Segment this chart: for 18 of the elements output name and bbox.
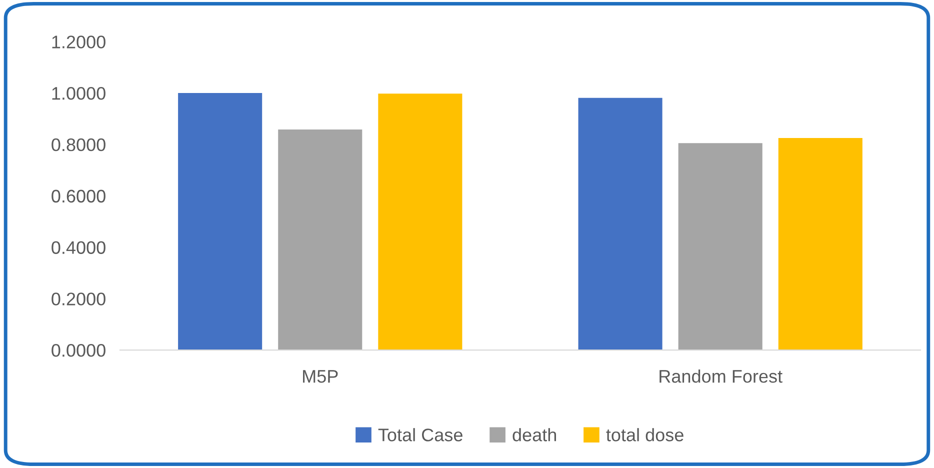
- bar: [578, 98, 662, 350]
- bar: [378, 94, 462, 350]
- y-tick-label: 0.6000: [52, 190, 106, 203]
- x-tick-label: Random Forest: [660, 370, 782, 383]
- y-tick-label: 0.0000: [52, 344, 106, 357]
- bar: [778, 138, 862, 350]
- legend-label: total dose: [606, 428, 684, 442]
- y-tick-label: 1.2000: [52, 36, 106, 48]
- y-tick-label: 0.4000: [52, 241, 106, 254]
- bar: [278, 130, 362, 350]
- y-tick-label: 0.8000: [52, 138, 106, 152]
- bar: [178, 93, 262, 350]
- bar: [678, 143, 762, 350]
- y-tick-label: 0.2000: [52, 292, 106, 306]
- y-tick-label: 1.0000: [52, 86, 106, 100]
- legend-label: Total Case: [378, 428, 462, 442]
- legend-label: death: [512, 428, 556, 442]
- x-tick-label: M5P: [303, 370, 338, 383]
